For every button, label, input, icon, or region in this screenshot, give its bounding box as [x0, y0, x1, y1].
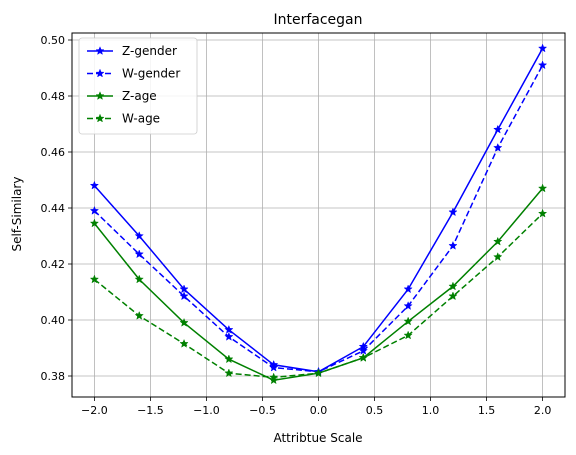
y-tick-label: 0.40 — [41, 314, 66, 327]
data-point-w-gender — [134, 249, 144, 259]
data-point-w-gender — [537, 60, 548, 70]
data-point-z-gender — [448, 207, 458, 217]
legend-box — [78, 37, 198, 135]
x-tick-label: 1.5 — [478, 404, 496, 417]
legend-marker — [95, 46, 105, 55]
data-point-w-gender — [224, 331, 234, 341]
y-axis-label: Self-Similary — [10, 177, 24, 252]
x-tick-label: −2.0 — [81, 404, 108, 417]
legend-marker — [95, 91, 105, 100]
data-point-w-age — [89, 274, 100, 284]
legend-label: Z-gender — [122, 44, 177, 58]
axis-ticks: −2.0 −1.5 −1.0 −0.5 0.0 0.5 1.0 1.5 2.0 0.38 0.40 0… — [41, 34, 552, 417]
x-tick-label: −0.5 — [249, 404, 276, 417]
data-point-w-gender — [179, 291, 189, 301]
x-tick-label: 2.0 — [534, 404, 552, 417]
data-point-z-age — [89, 218, 100, 228]
data-point-w-gender — [403, 301, 413, 310]
y-tick-label: 0.38 — [41, 370, 66, 383]
data-point-z-gender — [537, 43, 548, 53]
legend-marker — [95, 113, 105, 123]
x-tick-label: 0.5 — [366, 404, 384, 417]
data-point-w-age — [313, 368, 324, 378]
data-point-w-gender — [89, 205, 100, 215]
data-point-w-gender — [493, 142, 503, 152]
data-point-w-age — [179, 338, 189, 348]
data-point-z-age — [403, 316, 413, 326]
data-point-z-age — [493, 236, 503, 246]
legend-label: Z-age — [122, 89, 157, 103]
data-point-z-age — [448, 281, 458, 291]
legend-label: W-age — [122, 112, 160, 126]
data-point-w-age — [224, 368, 234, 378]
data-point-z-age — [537, 183, 548, 193]
y-tick-label: 0.46 — [41, 146, 66, 159]
x-tick-label: −1.0 — [193, 404, 220, 417]
data-point-w-age — [134, 310, 144, 320]
series-w-age — [89, 208, 548, 382]
legend: Z-gender W-gender Z-age W-age — [78, 37, 198, 135]
data-point-w-age — [537, 208, 548, 218]
data-point-z-age — [269, 375, 279, 385]
legend-marker — [95, 68, 105, 78]
data-point-z-gender — [403, 284, 413, 294]
y-tick-label: 0.42 — [41, 258, 66, 271]
series-lines — [89, 43, 548, 385]
data-point-w-gender — [358, 345, 368, 355]
data-point-w-gender — [448, 240, 458, 250]
data-point-w-age — [448, 291, 458, 301]
x-tick-label: −1.5 — [137, 404, 164, 417]
legend-label: W-gender — [122, 67, 180, 81]
data-point-w-age — [269, 372, 279, 382]
data-point-z-gender — [493, 124, 503, 134]
data-point-z-age — [179, 317, 189, 327]
data-point-z-gender — [89, 180, 100, 190]
data-point-w-gender — [269, 362, 279, 372]
data-point-z-age — [134, 274, 144, 284]
y-tick-label: 0.48 — [41, 90, 66, 103]
x-tick-label: 1.0 — [422, 404, 440, 417]
x-axis-label: Attribtue Scale — [273, 431, 362, 445]
y-tick-label: 0.50 — [41, 34, 66, 47]
data-point-w-age — [493, 252, 503, 261]
data-point-z-gender — [134, 231, 144, 240]
data-point-z-gender — [224, 324, 234, 334]
y-tick-label: 0.44 — [41, 202, 66, 215]
grid — [72, 33, 565, 397]
data-point-w-age — [358, 352, 368, 362]
x-tick-label: 0.0 — [310, 404, 328, 417]
data-point-z-gender — [179, 284, 189, 294]
data-point-w-age — [403, 330, 413, 340]
data-point-z-age — [224, 354, 234, 364]
chart-title: Interfacegan — [273, 12, 362, 28]
